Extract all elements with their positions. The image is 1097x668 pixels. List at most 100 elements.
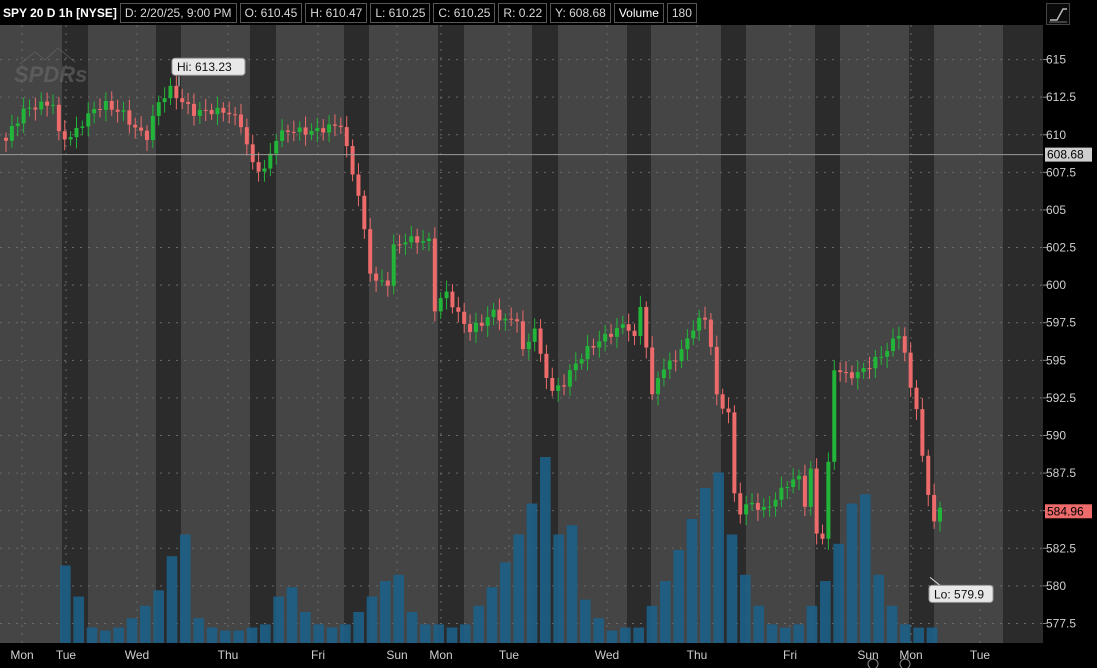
time-tick-label: Mon <box>10 648 33 662</box>
candle-body <box>92 108 97 114</box>
candle-body <box>162 98 167 103</box>
candle-body <box>726 408 731 413</box>
time-tick-label: Tue <box>970 648 991 662</box>
candle-body <box>632 330 637 336</box>
time-tick-label: Sun <box>857 648 878 662</box>
volume-bar <box>486 587 498 643</box>
chart-style-button[interactable] <box>1046 3 1070 25</box>
volume-bar <box>393 574 404 643</box>
candle-body <box>133 124 138 128</box>
candle-body <box>485 317 490 326</box>
volume-bar <box>446 627 458 643</box>
candle-body <box>215 107 220 115</box>
volume-bar <box>273 596 284 643</box>
candle-body <box>591 346 596 348</box>
volume-bar <box>166 556 178 643</box>
candle-body <box>567 370 572 387</box>
time-axis <box>0 643 1097 668</box>
candle-body <box>556 385 561 391</box>
volume-bar <box>260 624 271 643</box>
candle-body <box>838 370 843 373</box>
volume-bar <box>60 565 71 643</box>
candle-body <box>914 387 919 410</box>
candle-body <box>609 333 614 337</box>
candle-body <box>614 327 619 337</box>
volume-bar <box>366 596 378 643</box>
high-marker-label: Hi: 613.23 <box>177 60 232 74</box>
high-readout: H: 610.47 <box>305 2 368 23</box>
price-tick-label: 582.5 <box>1046 541 1076 555</box>
candle-body <box>121 110 126 112</box>
symbol-label[interactable]: SPY 20 D 1h [NYSE] <box>3 5 117 20</box>
candle-body <box>221 107 226 113</box>
candle-body <box>280 130 285 141</box>
candle-body <box>550 377 555 391</box>
volume-bar <box>780 627 791 643</box>
candle-body <box>456 307 461 312</box>
candle-body <box>761 506 766 510</box>
time-tick-label: Fri <box>783 648 797 662</box>
candle-body <box>238 114 243 128</box>
candle-body <box>80 126 85 128</box>
session-band <box>438 25 464 643</box>
volume-bar <box>500 562 511 643</box>
time-tick-label: Wed <box>125 648 149 662</box>
volume-bar <box>180 534 191 643</box>
volume-bar <box>593 618 604 643</box>
candle-body <box>526 341 531 350</box>
low-marker-pointer <box>929 576 941 586</box>
candle-body <box>438 298 443 312</box>
price-tick-label: 607.5 <box>1046 165 1076 179</box>
candle-body <box>732 412 737 494</box>
volume-bar <box>753 605 764 643</box>
candle-body <box>256 162 261 172</box>
candle-body <box>656 378 661 395</box>
candle-body <box>374 273 379 281</box>
volume-bar <box>820 581 831 643</box>
volume-bar <box>806 605 818 643</box>
candle-body <box>861 368 866 373</box>
last-price-label: 584.96 <box>1047 504 1084 518</box>
candle-body <box>650 347 655 395</box>
candle-body <box>714 346 719 395</box>
candle-body <box>186 102 191 104</box>
candle-body <box>191 103 196 116</box>
candle-body <box>15 123 20 126</box>
volume-bar <box>406 612 418 643</box>
candle-body <box>139 127 144 131</box>
candle-body <box>432 238 437 312</box>
candle-body <box>21 108 26 124</box>
candle-body <box>68 137 73 140</box>
volume-bar <box>673 550 684 643</box>
candle-body <box>479 322 484 326</box>
candle-body <box>379 280 384 282</box>
volume-value: 180 <box>666 2 697 23</box>
price-tick-label: 605 <box>1046 203 1066 217</box>
candle-body <box>773 499 778 507</box>
time-tick-label: Wed <box>595 648 619 662</box>
candle-body <box>573 363 578 371</box>
volume-bar <box>566 525 578 643</box>
volume-bar <box>433 624 444 643</box>
candle-body <box>468 323 473 333</box>
session-band <box>344 25 369 643</box>
price-chart[interactable]: SPDRs 615 612.5 610 607.5 605 602.5 600 597.5 595… <box>0 25 1097 668</box>
candle-body <box>720 394 725 409</box>
volume-bar <box>153 590 164 643</box>
candle-body <box>203 109 208 111</box>
volume-bar <box>620 627 631 643</box>
volume-bar <box>193 618 204 643</box>
time-tick-label: Thu <box>218 648 239 662</box>
price-tick-label: 590 <box>1046 428 1066 442</box>
candle-body <box>902 336 907 353</box>
volume-bar <box>126 618 138 643</box>
candle-body <box>855 372 860 379</box>
volume-bar <box>233 630 244 643</box>
candle-body <box>497 309 502 321</box>
volume-bar <box>460 624 471 643</box>
volume-bar <box>113 627 124 643</box>
candle-body <box>908 352 913 388</box>
candle-body <box>244 127 249 145</box>
session-band <box>909 25 934 643</box>
volume-bar <box>766 624 778 643</box>
